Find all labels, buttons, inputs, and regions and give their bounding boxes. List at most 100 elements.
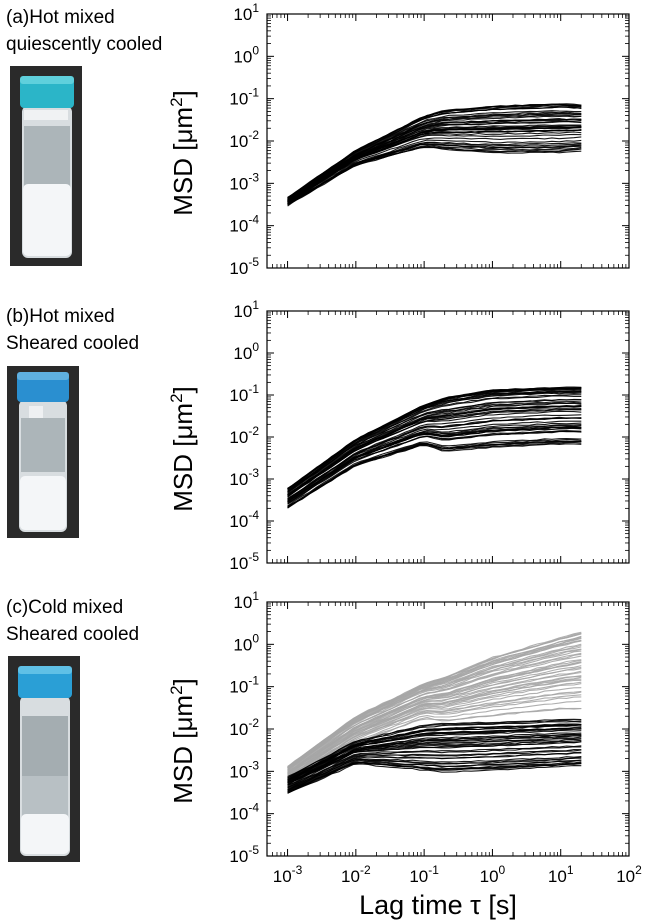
panel-a-label-line1: (a)Hot mixed — [6, 7, 115, 28]
series-black-line — [287, 129, 582, 203]
series-gray-line — [287, 644, 582, 771]
series-gray-line — [287, 694, 582, 780]
series-black-line — [287, 121, 582, 201]
series-black-line — [287, 390, 582, 490]
series-gray-line — [287, 668, 582, 774]
x-tick-label: 10-1 — [409, 863, 439, 886]
series-gray-line — [287, 646, 582, 769]
series-black-line — [287, 441, 582, 509]
series-black-line — [287, 103, 582, 199]
series-black-line — [287, 390, 582, 490]
series-black-line — [287, 112, 582, 201]
series-black-line — [287, 103, 582, 199]
y-axis-label: MSD [μm2] — [167, 90, 198, 216]
series-black-line — [287, 440, 582, 509]
series-black-line — [287, 118, 582, 201]
series-gray-line — [287, 632, 582, 767]
series-black-group — [287, 103, 582, 207]
series-gray-line — [287, 640, 582, 771]
series-black-line — [287, 430, 582, 504]
y-tick-label: 101 — [233, 298, 259, 321]
series-black-line — [287, 723, 582, 780]
series-black-line — [287, 105, 582, 199]
series-black-line — [287, 735, 582, 784]
series-black-line — [287, 118, 582, 202]
x-tick-label: 10-2 — [341, 863, 371, 886]
series-gray-line — [287, 683, 582, 779]
series-gray-line — [287, 662, 582, 775]
series-black-line — [287, 733, 582, 783]
series-black-line — [287, 762, 582, 794]
y-tick-label: 10-4 — [229, 508, 259, 531]
series-black-line — [287, 408, 582, 498]
series-black-line — [287, 395, 582, 493]
series-black-line — [287, 749, 582, 788]
series-gray-line — [287, 655, 582, 772]
chart-panel-b: 10-5 10-4 10-3 10-2 10-1 100 101 MSD [μm2] — [167, 298, 630, 573]
axes-frame — [266, 601, 630, 857]
series-black-line — [287, 126, 582, 203]
series-black-line — [287, 146, 582, 207]
series-gray-line — [287, 670, 582, 775]
series-black-line — [287, 739, 582, 786]
chart-panel-c: 10-5 10-4 10-3 10-2 10-1 100 101 10-3 10-2 10-1 10… — [167, 589, 642, 920]
series-black-line — [287, 759, 582, 792]
y-tick-label: 10-1 — [229, 86, 259, 109]
series-black-line — [287, 414, 582, 499]
series-gray-line — [287, 676, 582, 776]
series-black-line — [287, 734, 582, 784]
series-black-line — [287, 732, 582, 783]
series-black-line — [287, 443, 582, 509]
series-gray-line — [287, 631, 582, 768]
series-black-line — [287, 143, 582, 205]
series-black-line — [287, 440, 582, 507]
series-black-line — [287, 410, 582, 497]
series-black-line — [287, 404, 582, 496]
series-black-line — [287, 438, 582, 507]
series-black-line — [287, 129, 582, 204]
series-black-line — [287, 427, 582, 503]
series-black-line — [287, 735, 582, 784]
chart-panel-a: 10-5 10-4 10-3 10-2 10-1 100 101 MSD [μm2] — [167, 1, 630, 278]
series-black-line — [287, 399, 582, 493]
series-black-line — [287, 756, 582, 791]
series-black-line — [287, 111, 582, 201]
series-gray-line — [287, 633, 582, 769]
series-black-line — [287, 426, 582, 503]
series-black-line — [287, 145, 582, 205]
series-black-line — [287, 405, 582, 495]
series-black-line — [287, 126, 582, 202]
series-black-line — [287, 398, 582, 493]
series-black-line — [287, 401, 582, 496]
series-black-line — [287, 729, 582, 782]
series-black-line — [287, 438, 582, 508]
axes-frame — [266, 13, 630, 269]
series-gray-line — [287, 678, 582, 778]
series-black-line — [287, 106, 582, 200]
series-black-line — [287, 416, 582, 500]
series-black-line — [287, 387, 582, 491]
series-black-line — [287, 741, 582, 786]
series-black-line — [287, 394, 582, 493]
series-black-line — [287, 129, 582, 204]
series-black-line — [287, 146, 582, 205]
series-gray-line — [287, 643, 582, 769]
y-tick-label: 10-4 — [229, 801, 259, 824]
series-black-group — [287, 718, 582, 794]
series-black-line — [287, 389, 582, 490]
series-black-line — [287, 387, 582, 490]
y-tick-label: 100 — [233, 631, 259, 654]
series-gray-line — [287, 653, 582, 772]
series-black-line — [287, 131, 582, 204]
series-black-line — [287, 124, 582, 202]
series-black-line — [287, 120, 582, 203]
series-gray-line — [287, 681, 582, 778]
series-black-line — [287, 408, 582, 498]
series-black-line — [287, 405, 582, 497]
series-gray-line — [287, 652, 582, 773]
y-tick-label: 10-2 — [229, 128, 259, 151]
series-black-line — [287, 407, 582, 496]
series-gray-line — [287, 675, 582, 778]
series-gray-line — [287, 661, 582, 775]
x-axis-label: Lag time τ [s] — [359, 890, 517, 920]
